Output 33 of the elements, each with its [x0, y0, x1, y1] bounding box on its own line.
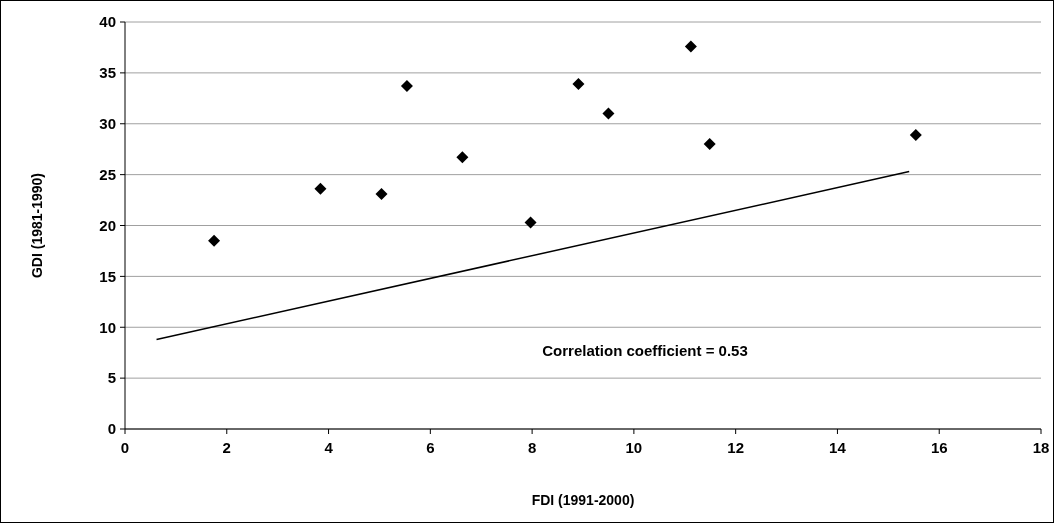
x-tick-label: 8	[527, 439, 537, 456]
y-tick-label: 15	[99, 267, 116, 285]
y-tick-label: 20	[99, 216, 116, 234]
x-tick-label: 16	[930, 439, 948, 456]
x-tick-label: 2	[222, 439, 231, 456]
x-tick-label: 10	[625, 439, 643, 456]
point	[703, 138, 716, 151]
y-tick-label: 40	[99, 13, 116, 31]
point	[684, 40, 697, 53]
point	[375, 187, 388, 200]
point	[602, 107, 615, 120]
point	[208, 234, 221, 247]
x-tick-label: 6	[426, 439, 435, 456]
point	[524, 216, 537, 229]
y-tick-label: 30	[99, 115, 116, 132]
x-tick-label: 0	[120, 439, 130, 456]
x-tick-label: 4	[324, 439, 334, 456]
point	[909, 128, 922, 141]
point	[314, 182, 327, 195]
point	[400, 80, 413, 93]
x-tick-label: 18	[1032, 439, 1050, 456]
annotation: Correlation coefficient = 0.53	[542, 341, 748, 359]
point	[572, 78, 585, 91]
x-axis-title: FDI (1991-2000)	[531, 492, 635, 508]
y-tick-label: 10	[99, 318, 116, 336]
y-tick-label: 35	[99, 64, 116, 82]
point	[456, 151, 469, 164]
x-tick-label: 14	[829, 439, 847, 456]
y-tick-label: 5	[107, 369, 116, 387]
y-tick-label: 25	[99, 165, 116, 183]
y-axis-title: GDI (1981-1990)	[29, 172, 45, 279]
y-tick-label: 0	[107, 420, 116, 438]
x-tick-label: 12	[727, 439, 745, 456]
